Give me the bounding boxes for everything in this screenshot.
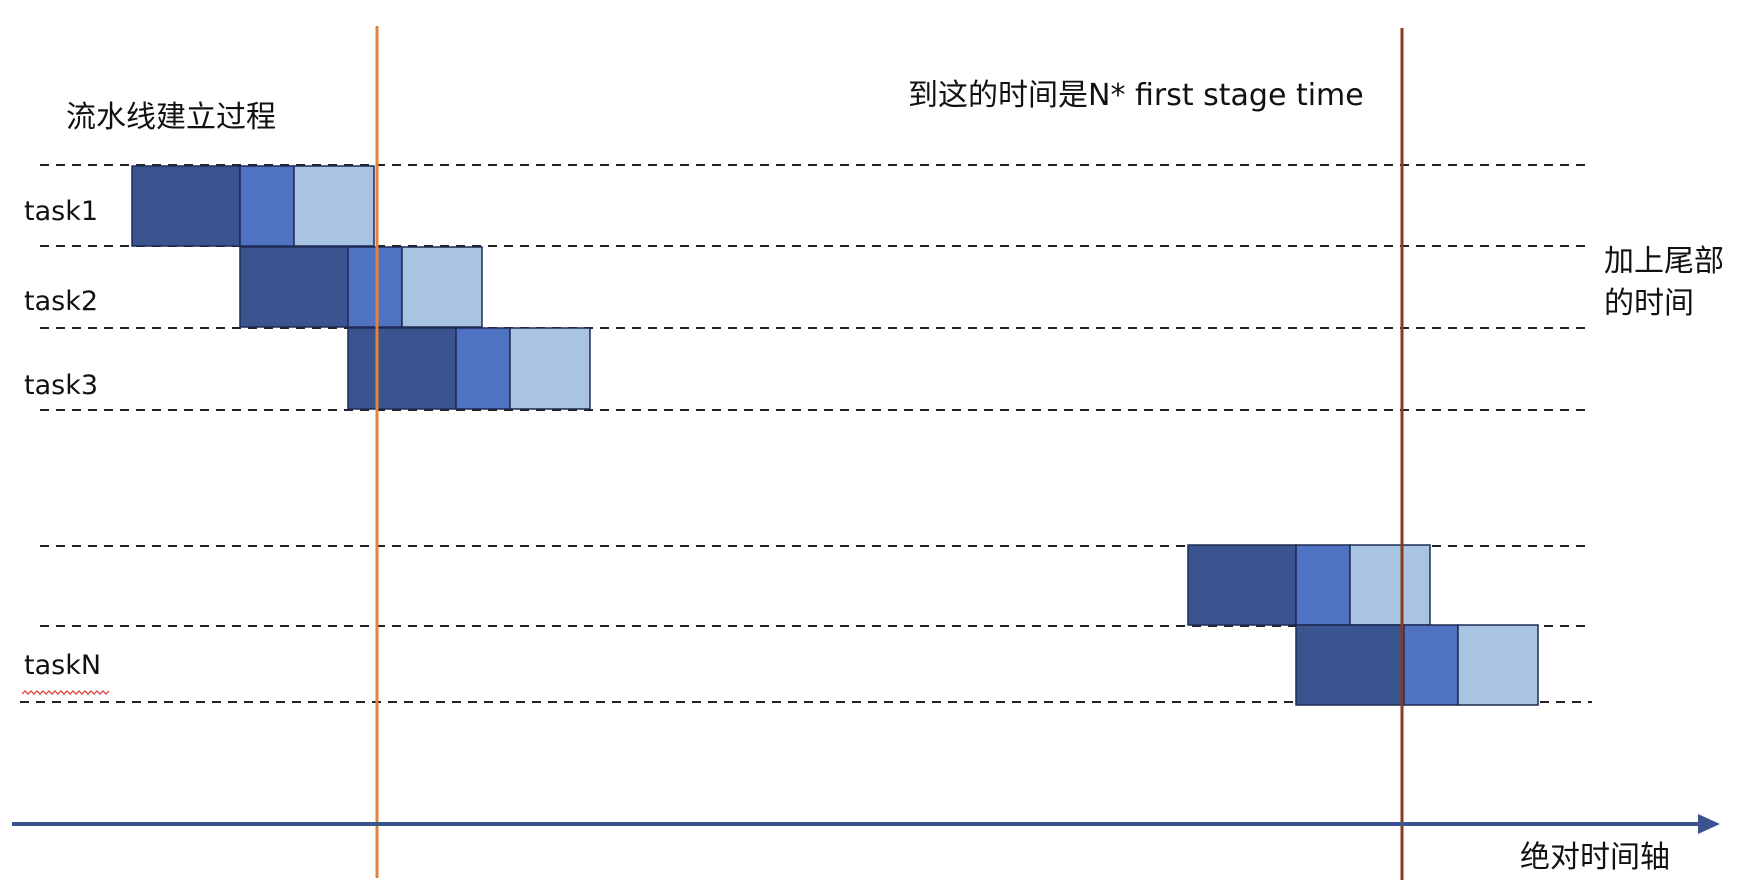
spellcheck-underline-squiggle — [22, 690, 110, 695]
task3-stage-1-block — [347, 327, 457, 410]
tail-time-label-line2: 的时间 — [1604, 286, 1694, 321]
pipeline-setup-label: 流水线建立过程 — [66, 100, 276, 135]
task-n-minus-1-stage-3-block — [1349, 544, 1431, 626]
task1-stage-3-block — [293, 165, 375, 247]
task3-stage-3-block — [509, 327, 591, 410]
task-n-minus-1-stage-1-block — [1187, 544, 1297, 626]
task2-stage-2-block — [347, 246, 403, 328]
task1-stage-2-block — [239, 165, 295, 247]
task2-stage-3-block — [401, 246, 483, 328]
task-n-minus-1-stage-2-block — [1295, 544, 1351, 626]
task-label-1: task1 — [24, 196, 99, 227]
task3-stage-2-block — [455, 327, 511, 410]
task-n-stage-3-block — [1457, 624, 1539, 706]
task-n-stage-1-block — [1295, 624, 1405, 706]
task-n-stage-2-block — [1403, 624, 1459, 706]
task2-stage-1-block — [239, 246, 349, 328]
task1-stage-1-block — [131, 165, 241, 247]
time-axis-arrowhead — [1698, 814, 1720, 834]
time-axis — [12, 814, 1720, 834]
stage-blocks — [131, 165, 1539, 706]
task-label-n: taskN — [24, 650, 102, 681]
task-label-2: task2 — [24, 286, 99, 317]
time-markers — [375, 26, 1404, 880]
task-label-3: task3 — [24, 370, 99, 401]
first-stage-time-note: 到这的时间是N* first stage time — [908, 78, 1364, 113]
tail-time-label-line1: 加上尾部 — [1604, 244, 1724, 279]
time-axis-label: 绝对时间轴 — [1520, 840, 1670, 875]
